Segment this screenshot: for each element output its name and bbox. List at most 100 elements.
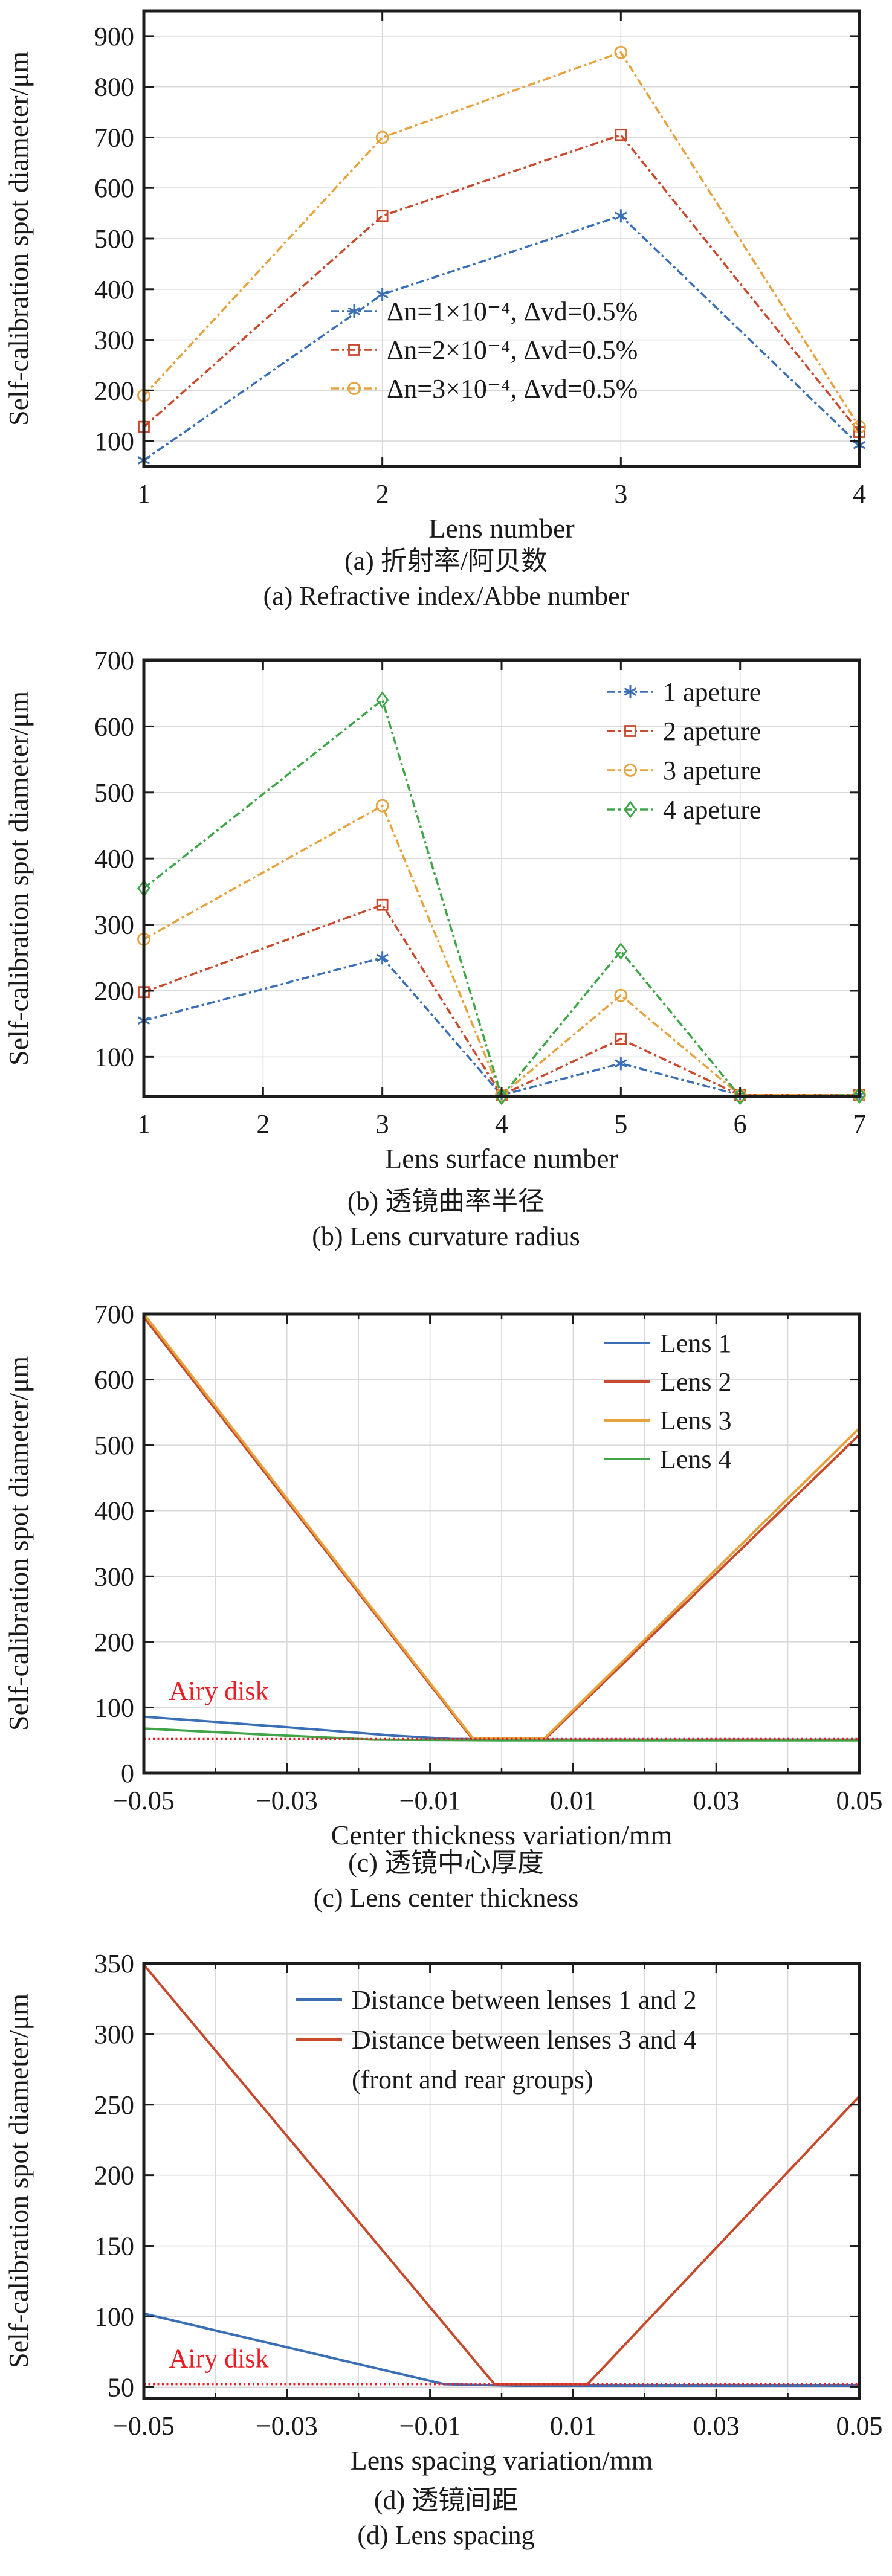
- series-line-1: [143, 1964, 861, 2386]
- ticks: −0.05 −0.03 −0.01 0.01 0.03 0.05 50 100 150 200 25…: [94, 1949, 883, 2441]
- x-tick-label: 2: [376, 479, 389, 509]
- y-tick-label: 800: [94, 72, 134, 102]
- airy-disk-annotation: Airy disk: [169, 2344, 268, 2374]
- figure-d: Airy disk −0.05 −0.03 −0.01 0.01 0.03 0.05 50 10…: [0, 1921, 892, 2576]
- y-tick-label: 50: [108, 2372, 134, 2402]
- legend: Δn=1×10⁻⁴, Δvd=0.5% Δn=2×10⁻⁴, Δvd=0.5% Δn…: [331, 297, 638, 404]
- x-tick-label: 5: [614, 1109, 627, 1139]
- gridlines: [144, 1313, 859, 1774]
- x-tick-label: 0.05: [836, 2411, 883, 2441]
- x-tick-label: 4: [495, 1109, 508, 1139]
- gridlines: [144, 1963, 859, 2398]
- x-tick-label: −0.01: [399, 2411, 461, 2441]
- y-tick-label: 300: [94, 910, 134, 940]
- y-tick-label: 500: [94, 778, 134, 808]
- caption-zh-b: (b) 透镜曲率半径: [347, 1187, 545, 1216]
- y-tick-label: 200: [94, 1628, 134, 1657]
- legend-label-2: Lens 3: [660, 1406, 732, 1435]
- chart-d-canvas: Airy disk −0.05 −0.03 −0.01 0.01 0.03 0.05 50 10…: [3, 1949, 883, 2476]
- axis-labels: Lens number Self-calibration spot diamete…: [3, 51, 575, 544]
- x-tick-label: −0.01: [399, 1786, 461, 1815]
- y-axis-label: Self-calibration spot diameter/μm: [3, 51, 34, 426]
- series-line-0: [143, 214, 861, 462]
- airy-disk-annotation: Airy disk: [169, 1676, 268, 1705]
- airy-disk: Airy disk: [144, 1676, 859, 1740]
- y-tick-label: 600: [94, 1365, 134, 1395]
- x-axis-label: Lens spacing variation/mm: [351, 2445, 653, 2476]
- x-tick-label: 1: [137, 479, 150, 509]
- x-tick-label: 7: [853, 1109, 866, 1139]
- y-tick-label: 400: [94, 275, 134, 304]
- y-tick-label: 0: [121, 1759, 134, 1788]
- legend: Distance between lenses 1 and 2 Distance …: [296, 1985, 697, 2095]
- x-tick-label: 4: [853, 479, 866, 509]
- series-line-0: [143, 956, 859, 1096]
- chart-b-canvas: 1 2 3 4 5 6 7 100 200 300 400 500 600 700 Lens surface…: [3, 646, 866, 1174]
- legend-label-3: Lens 4: [660, 1444, 732, 1474]
- caption-en-a: (a) Refractive index/Abbe number: [263, 581, 629, 611]
- series-line-2: [143, 1313, 861, 1740]
- y-tick-label: 250: [94, 2090, 134, 2120]
- y-tick-label: 700: [94, 646, 134, 675]
- caption-zh-a: (a) 折射率/阿贝数: [344, 546, 548, 576]
- ticks: 1 2 3 4 5 6 7 100 200 300 400 500 600 700: [94, 646, 866, 1139]
- legend-label-2: 3 apeture: [663, 756, 761, 785]
- axis-labels: Lens spacing variation/mm Self-calibratio…: [3, 1994, 653, 2476]
- series-line-2: [143, 51, 861, 428]
- x-tick-label: 6: [734, 1109, 747, 1139]
- y-tick-label: 100: [94, 427, 134, 456]
- x-tick-label: 0.03: [693, 1786, 740, 1815]
- x-tick-label: 3: [614, 479, 627, 509]
- x-axis-label: Lens surface number: [385, 1143, 618, 1174]
- x-tick-label: 3: [376, 1109, 389, 1139]
- axis-labels: Lens surface number Self-calibration spot…: [3, 691, 618, 1174]
- caption-en-b: (b) Lens curvature radius: [312, 1222, 580, 1251]
- legend-label-1: Lens 2: [660, 1367, 732, 1397]
- x-tick-label: 0.05: [836, 1786, 883, 1815]
- y-tick-label: 100: [94, 2302, 134, 2331]
- x-tick-label: −0.05: [113, 2411, 175, 2441]
- ticks: 1 2 3 4 100 200 300 400 500 600 700 800 900: [94, 11, 866, 509]
- x-tick-label: −0.03: [256, 1786, 318, 1815]
- legend-label-3: 4 apeture: [663, 795, 761, 825]
- y-axis-label: Self-calibration spot diameter/μm: [3, 1994, 34, 2368]
- figure-b: 1 2 3 4 5 6 7 100 200 300 400 500 600 700 Lens surface…: [0, 616, 892, 1263]
- chart-c-canvas: Airy disk −0.05 −0.03 −0.01 0.01 0.03 0.05 0 100…: [3, 1299, 883, 1850]
- y-tick-label: 700: [94, 1299, 134, 1329]
- x-axis-label: Lens number: [428, 513, 574, 544]
- y-tick-label: 200: [94, 2161, 134, 2191]
- y-tick-label: 500: [94, 224, 134, 254]
- x-tick-label: −0.05: [113, 1786, 175, 1815]
- legend: Lens 1 Lens 2 Lens 3 Lens 4: [604, 1328, 732, 1474]
- caption-zh-c: (c) 透镜中心厚度: [348, 1848, 544, 1878]
- legend-label-0: Distance between lenses 1 and 2: [352, 1985, 697, 2015]
- x-tick-label: 2: [256, 1109, 270, 1139]
- y-tick-label: 400: [94, 1496, 134, 1526]
- figure-c: Airy disk −0.05 −0.03 −0.01 0.01 0.03 0.05 0 100…: [0, 1263, 892, 1921]
- legend-label-1: (front and rear groups): [352, 2065, 593, 2095]
- y-tick-label: 500: [94, 1431, 134, 1460]
- y-tick-label: 300: [94, 2020, 134, 2049]
- y-tick-label: 350: [94, 1949, 134, 1979]
- y-tick-label: 900: [94, 22, 134, 51]
- x-tick-label: 0.01: [550, 1786, 596, 1815]
- axis-labels: Center thickness variation/mm Self-calibr…: [3, 1356, 673, 1850]
- caption-en-c: (c) Lens center thickness: [313, 1883, 579, 1913]
- x-tick-label: 0.03: [693, 2411, 740, 2441]
- series: [137, 45, 866, 467]
- y-tick-label: 150: [94, 2232, 134, 2261]
- series: [143, 1313, 861, 1742]
- x-tick-label: 1: [137, 1109, 150, 1139]
- caption-zh-d: (d) 透镜间距: [373, 2485, 519, 2515]
- x-tick-label: −0.03: [256, 2411, 318, 2441]
- y-tick-label: 200: [94, 976, 134, 1006]
- y-tick-label: 300: [94, 326, 134, 355]
- x-tick-label: 0.01: [550, 2411, 596, 2441]
- gridlines: [144, 11, 859, 466]
- x-axis-label: Center thickness variation/mm: [331, 1820, 673, 1850]
- y-tick-label: 100: [94, 1042, 134, 1072]
- legend-label-1: Distance between lenses 3 and 4: [352, 2025, 697, 2055]
- legend-label-1: 2 apeture: [663, 716, 761, 746]
